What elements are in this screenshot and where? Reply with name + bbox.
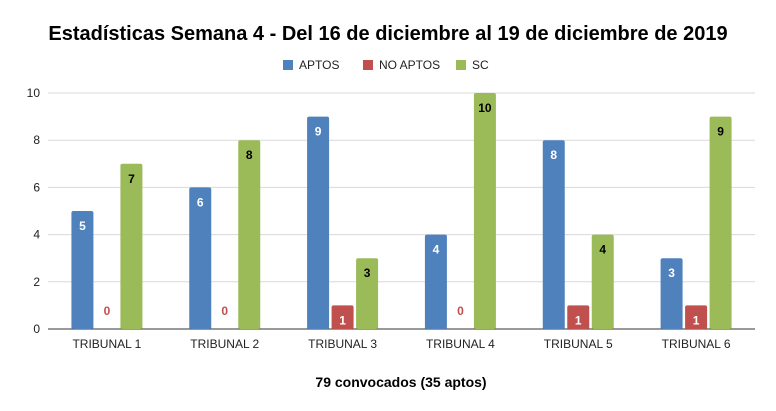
- data-labels: 5 0 7 6 0 8 9 1 3 4 0 10 8 1 4 3 1 9: [79, 101, 724, 327]
- data-label: 8: [550, 148, 557, 162]
- y-tick-label: 2: [33, 275, 40, 289]
- y-tick-label: 10: [27, 86, 41, 100]
- bar: [660, 258, 683, 329]
- y-tick-label: 0: [33, 322, 40, 336]
- bar: [424, 234, 447, 329]
- data-label: 3: [364, 266, 371, 280]
- bar: [567, 305, 590, 329]
- y-tick-label: 6: [33, 180, 40, 194]
- x-tick-label: TRIBUNAL 5: [544, 337, 613, 351]
- data-label: 0: [104, 304, 111, 318]
- legend: APTOS NO APTOS SC: [283, 58, 489, 72]
- legend-item-aptos: APTOS: [283, 58, 339, 72]
- x-tick-label: TRIBUNAL 3: [308, 337, 377, 351]
- bar: [307, 116, 330, 329]
- bar: [542, 140, 565, 329]
- x-axis-title: 79 convocados (35 aptos): [315, 374, 486, 390]
- bar: [120, 163, 143, 329]
- data-label: 1: [693, 313, 700, 327]
- bar: [356, 258, 379, 329]
- bar: [331, 305, 354, 329]
- y-tick-label: 8: [33, 133, 40, 147]
- bar: [189, 187, 212, 329]
- data-label: 3: [668, 266, 675, 280]
- data-label: 8: [246, 148, 253, 162]
- data-label: 0: [221, 304, 228, 318]
- legend-label: NO APTOS: [379, 58, 440, 72]
- data-label: 4: [599, 243, 606, 257]
- data-label: 9: [315, 125, 322, 139]
- bars: [71, 93, 732, 329]
- x-axis: TRIBUNAL 1 TRIBUNAL 2 TRIBUNAL 3 TRIBUNAL 4…: [72, 337, 730, 351]
- y-axis: 0 2 4 6 8 10: [27, 86, 41, 336]
- data-label: 6: [197, 195, 204, 209]
- x-tick-label: TRIBUNAL 1: [72, 337, 141, 351]
- legend-swatch: [363, 60, 373, 70]
- chart-title: Estadísticas Semana 4 - Del 16 de diciem…: [48, 23, 727, 45]
- legend-item-no-aptos: NO APTOS: [363, 58, 440, 72]
- legend-label: SC: [472, 58, 489, 72]
- data-label: 9: [717, 125, 724, 139]
- bar: [591, 234, 614, 329]
- bar: [473, 93, 496, 329]
- bar: [238, 140, 261, 329]
- x-tick-label: TRIBUNAL 4: [426, 337, 495, 351]
- data-label: 7: [128, 172, 135, 186]
- x-tick-label: TRIBUNAL 6: [662, 337, 731, 351]
- data-label: 10: [478, 101, 492, 115]
- data-label: 4: [433, 243, 440, 257]
- gridlines: [48, 92, 755, 330]
- x-tick-label: TRIBUNAL 2: [190, 337, 259, 351]
- bar: [685, 305, 708, 329]
- bar: [709, 116, 732, 329]
- data-label: 1: [339, 313, 346, 327]
- legend-swatch: [283, 60, 293, 70]
- y-tick-label: 4: [33, 228, 40, 242]
- legend-item-sc: SC: [456, 58, 489, 72]
- data-label: 1: [575, 313, 582, 327]
- data-label: 5: [79, 219, 86, 233]
- data-label: 0: [457, 304, 464, 318]
- legend-label: APTOS: [299, 58, 339, 72]
- legend-swatch: [456, 60, 466, 70]
- bar: [71, 211, 94, 329]
